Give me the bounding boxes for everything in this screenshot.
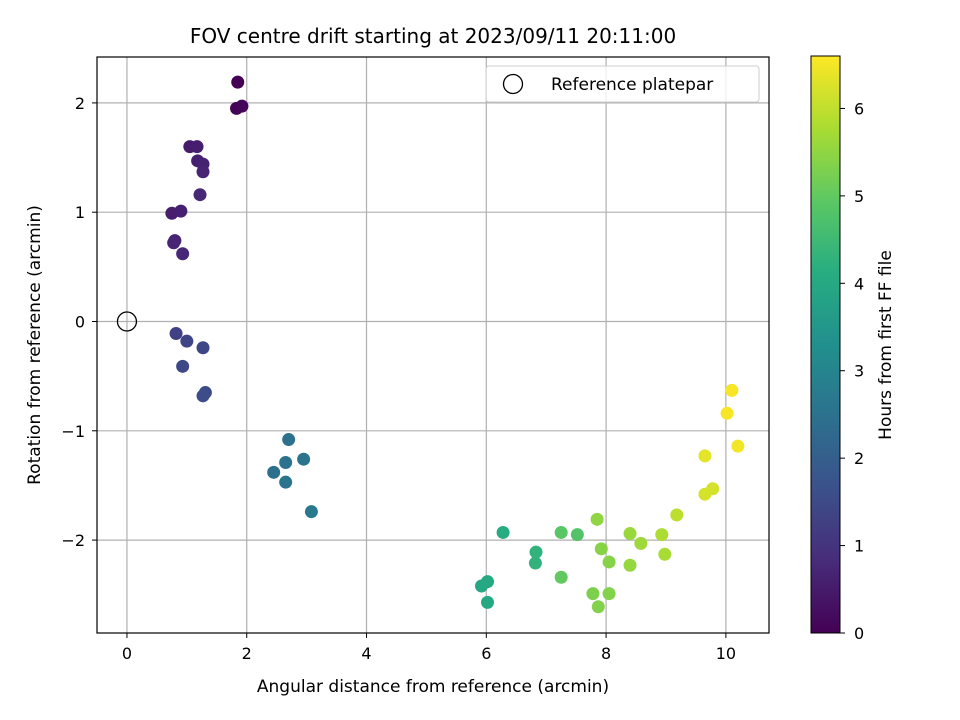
data-point	[176, 247, 190, 261]
colorbar-tick-label: 1	[854, 537, 864, 556]
x-tick-label: 8	[601, 644, 611, 663]
data-point	[297, 452, 311, 466]
x-tick-label: 0	[122, 644, 132, 663]
x-axis: 0 2 4 6 8 10	[122, 633, 736, 663]
colorbar-tick-label: 5	[854, 187, 864, 206]
colorbar-gradient	[810, 55, 841, 634]
x-tick-label: 4	[361, 644, 371, 663]
data-point	[725, 383, 739, 397]
legend-box	[485, 65, 760, 103]
colorbar-tick-label: 4	[854, 274, 864, 293]
colorbar: 0 1 2 3 4 5 6 Hours from first FF file	[810, 55, 896, 643]
x-tick-label: 6	[481, 644, 491, 663]
data-point	[190, 140, 204, 154]
reference-marker-layer	[116, 311, 138, 332]
data-point	[169, 327, 183, 341]
data-point	[602, 587, 616, 601]
x-tick-label: 2	[242, 644, 252, 663]
y-tick-label: 0	[75, 313, 85, 332]
data-point	[174, 204, 188, 218]
data-point	[231, 75, 245, 89]
colorbar-tick-label: 3	[854, 362, 864, 381]
data-point	[304, 505, 318, 519]
colorbar-tick-label: 0	[854, 624, 864, 643]
colorbar-label: Hours from first FF file	[876, 250, 896, 440]
data-point	[623, 558, 637, 572]
data-point	[634, 536, 648, 550]
y-axis-title: Rotation from reference (arcmin)	[25, 205, 45, 485]
data-point	[176, 359, 190, 373]
chart-title: FOV centre drift starting at 2023/09/11 …	[190, 24, 676, 48]
legend: Reference platepar	[485, 65, 760, 103]
data-point	[554, 570, 568, 584]
data-point	[235, 99, 249, 113]
data-point	[279, 475, 293, 489]
data-point	[196, 341, 210, 355]
data-point	[196, 389, 210, 403]
data-point	[655, 528, 669, 542]
data-point	[594, 542, 608, 556]
plot-frame	[96, 56, 770, 634]
grid	[97, 57, 769, 633]
colorbar-tick-label: 2	[854, 449, 864, 468]
y-tick-label: 2	[75, 94, 85, 113]
data-point	[481, 575, 495, 589]
legend-reference-marker	[502, 73, 524, 95]
data-point	[698, 449, 712, 463]
data-point	[602, 555, 616, 569]
data-point	[554, 525, 568, 539]
data-point	[279, 455, 293, 469]
colorbar-tick-label: 6	[854, 99, 864, 118]
data-point	[193, 188, 207, 202]
data-point	[731, 439, 745, 453]
points-layer	[165, 75, 745, 614]
data-point	[698, 487, 712, 501]
data-point	[590, 512, 604, 526]
x-axis-title: Angular distance from reference (arcmin)	[257, 677, 609, 697]
data-point	[658, 547, 672, 561]
data-point	[180, 334, 194, 348]
colorbar-ticks: 0 1 2 3 4 5 6	[840, 99, 864, 643]
data-point	[528, 556, 542, 570]
data-point	[282, 433, 296, 447]
data-point	[496, 525, 510, 539]
y-tick-label: −2	[61, 531, 85, 550]
data-point	[623, 527, 637, 541]
data-point	[720, 406, 734, 420]
y-tick-label: −1	[61, 422, 85, 441]
data-point	[591, 600, 605, 614]
y-axis: −2 −1 0 1 2	[61, 94, 97, 550]
legend-label: Reference platepar	[551, 75, 713, 95]
data-point	[529, 545, 543, 559]
data-point	[267, 465, 281, 479]
x-tick-label: 10	[716, 644, 736, 663]
data-point	[570, 528, 584, 542]
reference-platepar-marker	[116, 311, 138, 332]
data-point	[196, 165, 210, 179]
data-point	[670, 508, 684, 522]
data-point	[481, 595, 495, 609]
data-point	[167, 236, 181, 250]
data-point	[586, 587, 600, 601]
y-tick-label: 1	[75, 203, 85, 222]
